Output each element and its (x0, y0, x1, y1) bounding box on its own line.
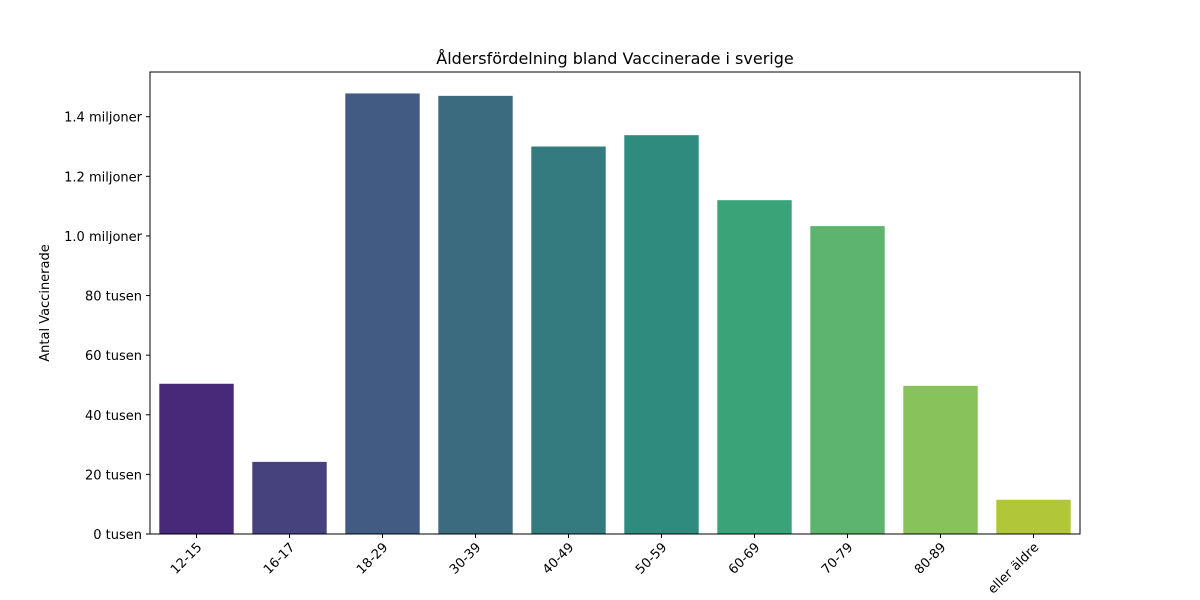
y-tick-label: 1.0 miljoner (64, 230, 142, 245)
y-tick-label: 0 tusen (93, 528, 142, 543)
bar-eller-äldre (996, 499, 1071, 534)
x-tick-label: eller äldre (985, 540, 1042, 597)
x-tick-label: 12-15 (168, 540, 205, 577)
y-tick-label: 1.4 miljoner (64, 111, 142, 126)
bar-60-69 (717, 200, 792, 535)
y-tick-label: 20 tusen (85, 468, 142, 483)
x-tick-label: 70-79 (819, 540, 856, 577)
bar-40-49 (531, 146, 606, 535)
x-tick-label: 80-89 (912, 540, 949, 577)
plot-area-frame (149, 71, 1081, 535)
x-ticks: 12-15 16-17 18-29 30-39 40-49 50-59 60-69 70-79… (168, 534, 1042, 597)
x-tick-label: 60-69 (726, 540, 763, 577)
y-axis-label: Antal Vaccinerade (38, 244, 53, 362)
x-tick-label: 18-29 (354, 540, 391, 577)
bars-layer (159, 93, 1071, 535)
x-tick-label: 40-49 (540, 540, 577, 577)
x-tick-label: 16-17 (261, 540, 298, 577)
y-ticks: 0 tusen 20 tusen 40 tusen 60 tusen 80 tusen 1… (64, 111, 150, 543)
bar-50-59 (624, 135, 699, 534)
y-tick-label: 40 tusen (85, 409, 142, 424)
bar-12-15 (159, 383, 234, 534)
bar-70-79 (810, 226, 885, 534)
bar-30-39 (438, 95, 513, 535)
x-tick-label: 30-39 (447, 540, 484, 577)
x-tick-label: 50-59 (633, 540, 670, 577)
bar-80-89 (903, 385, 978, 534)
bar-16-17 (252, 461, 327, 534)
y-tick-label: 1.2 miljoner (64, 170, 142, 185)
bar-18-29 (345, 93, 420, 535)
y-tick-label: 60 tusen (85, 349, 142, 364)
chart-title: Åldersfördelning bland Vaccinerade i sve… (436, 49, 793, 68)
y-tick-label: 80 tusen (85, 290, 142, 305)
